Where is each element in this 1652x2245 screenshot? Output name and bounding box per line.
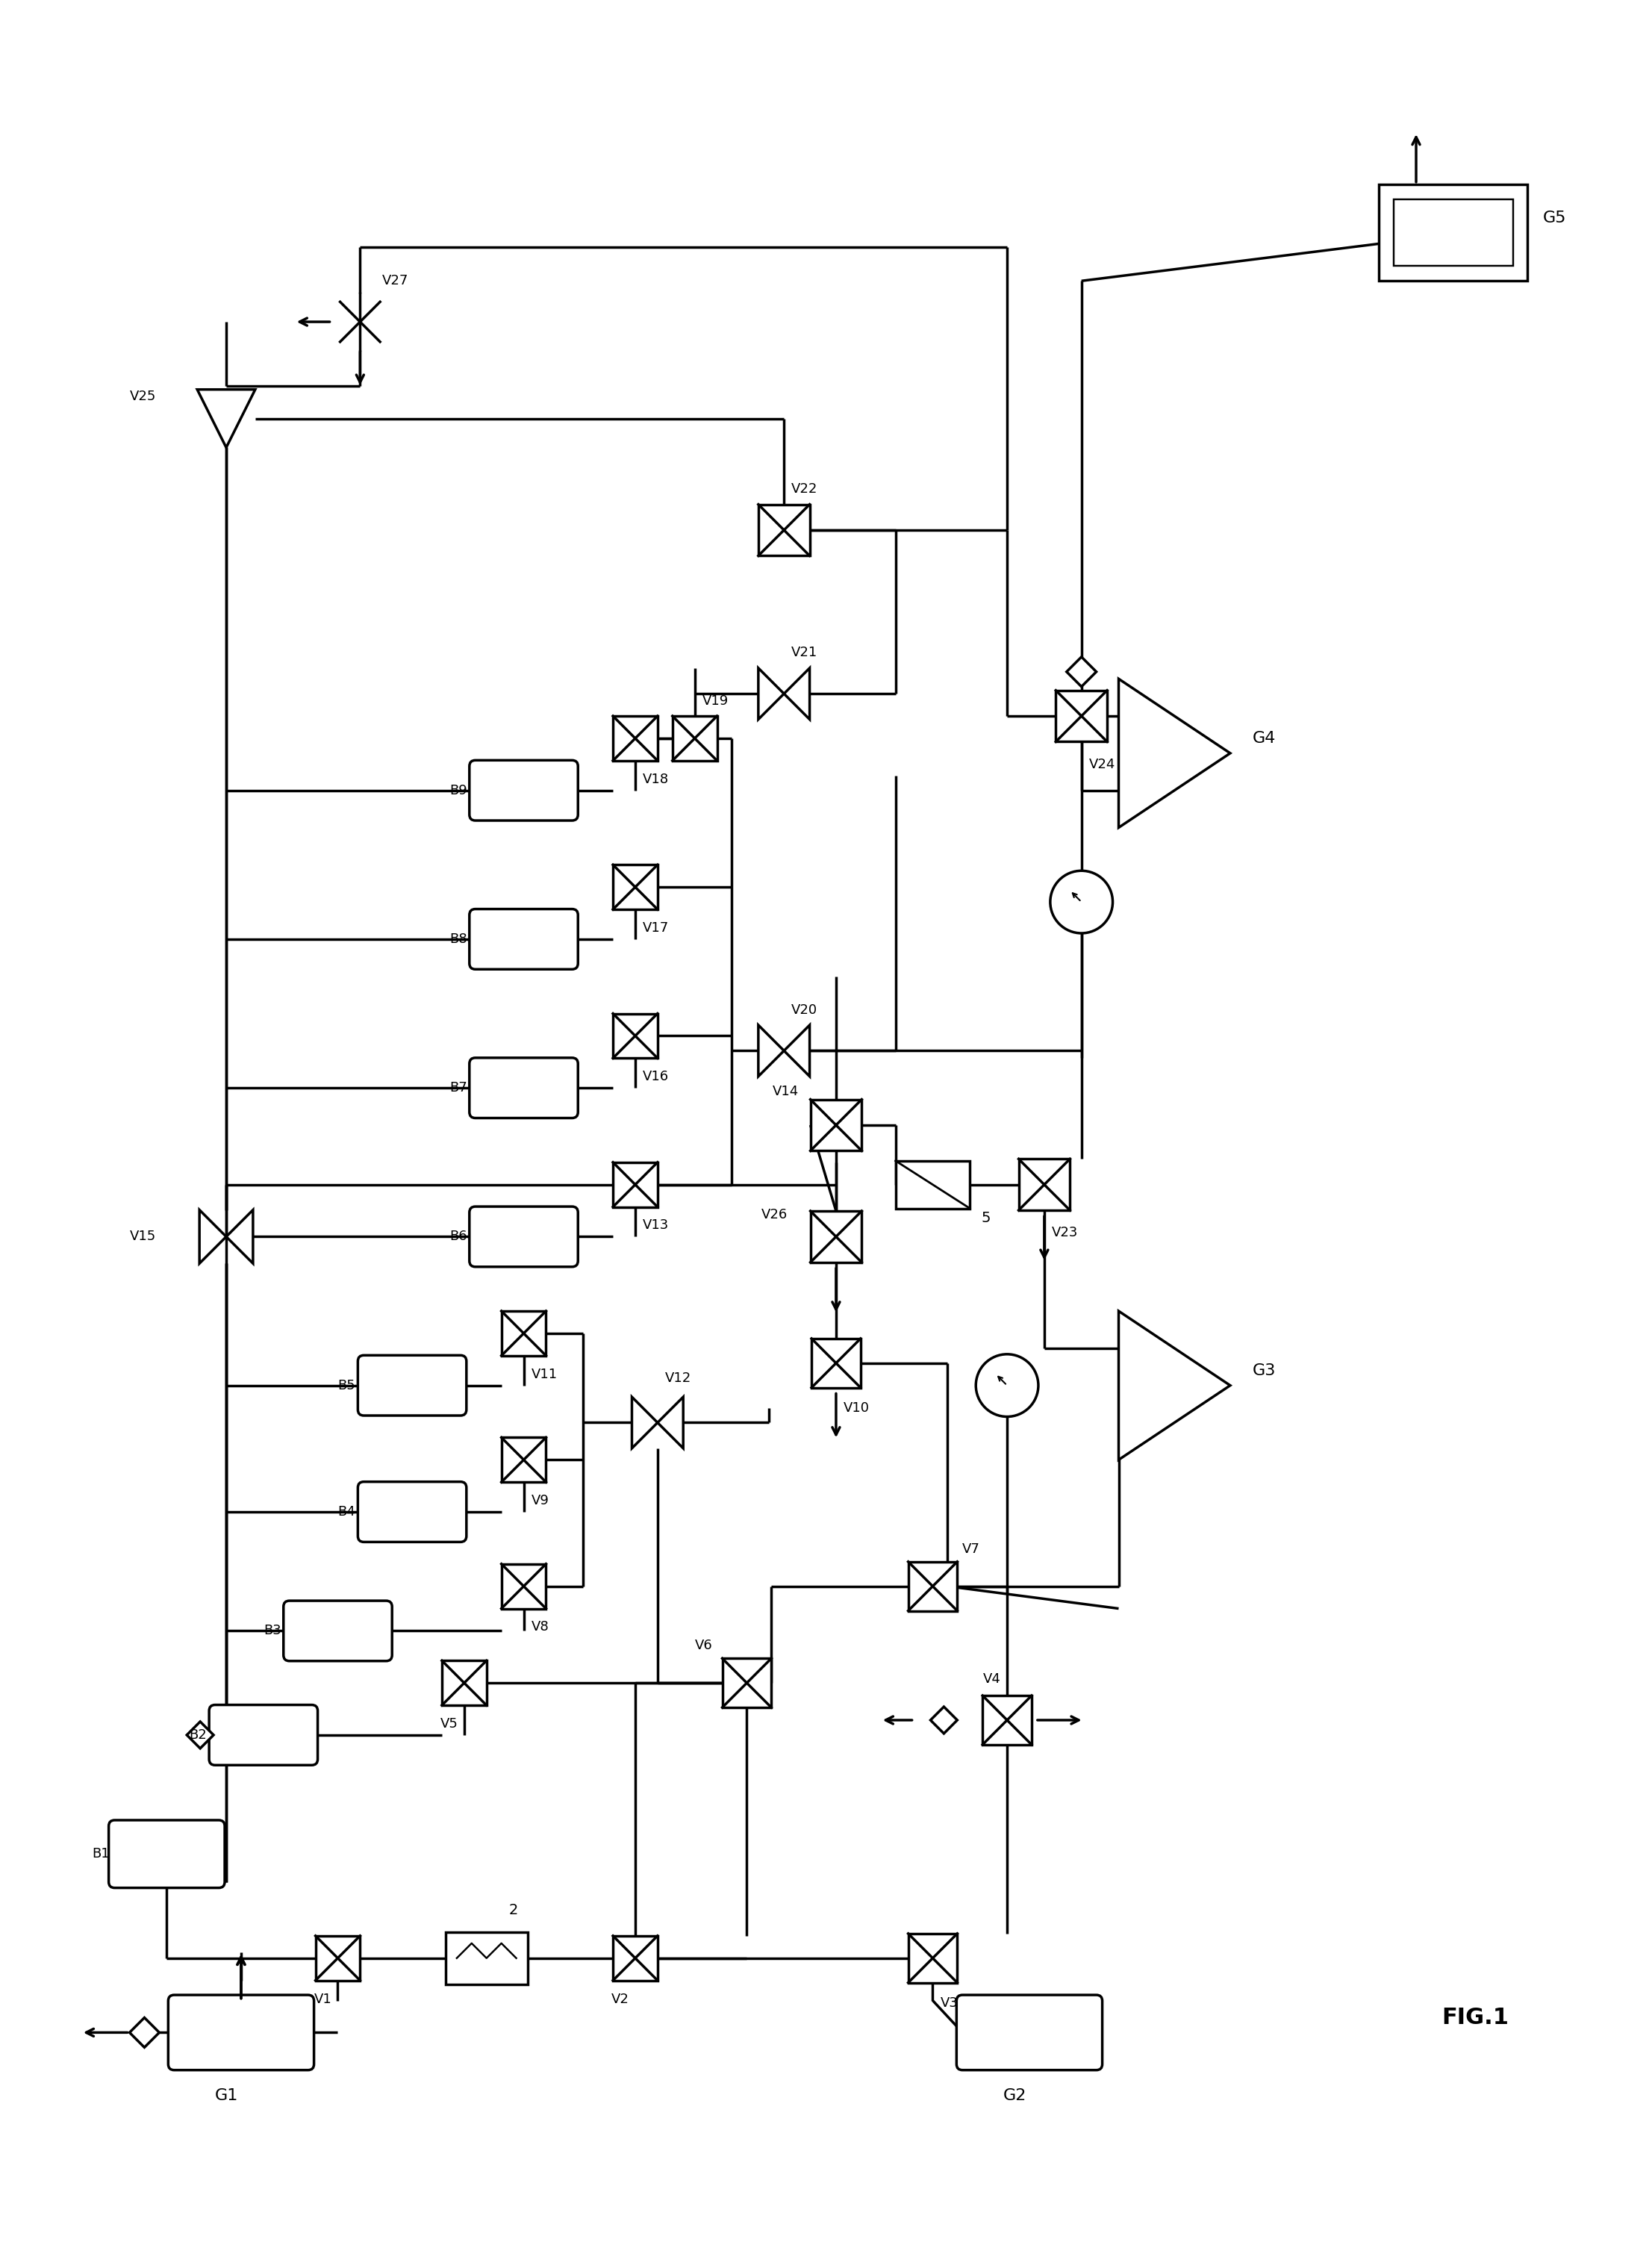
FancyBboxPatch shape — [469, 909, 578, 970]
Text: B4: B4 — [337, 1504, 355, 1518]
Text: V24: V24 — [1089, 757, 1115, 770]
Text: V20: V20 — [791, 1004, 818, 1017]
Text: V26: V26 — [762, 1208, 788, 1221]
Bar — [1056, 691, 1107, 741]
Bar — [909, 1563, 957, 1612]
FancyBboxPatch shape — [358, 1356, 466, 1417]
Text: G2: G2 — [1003, 2088, 1026, 2104]
Text: V14: V14 — [773, 1084, 800, 1098]
Text: G4: G4 — [1252, 732, 1275, 745]
Polygon shape — [226, 1210, 253, 1264]
Bar — [758, 505, 809, 557]
FancyBboxPatch shape — [469, 1057, 578, 1118]
Bar — [1394, 200, 1513, 267]
Text: V1: V1 — [314, 1991, 332, 2005]
Text: V11: V11 — [532, 1367, 557, 1381]
Text: V2: V2 — [611, 1991, 629, 2005]
FancyBboxPatch shape — [284, 1601, 392, 1661]
Bar — [613, 864, 657, 909]
Polygon shape — [200, 1210, 226, 1264]
Bar — [613, 1935, 657, 1980]
Bar — [613, 1012, 657, 1057]
Bar — [672, 716, 717, 761]
Text: V8: V8 — [532, 1621, 548, 1634]
FancyBboxPatch shape — [210, 1704, 317, 1765]
Polygon shape — [1118, 1311, 1231, 1459]
FancyBboxPatch shape — [469, 761, 578, 819]
Text: B9: B9 — [449, 784, 468, 797]
Bar — [613, 1163, 657, 1208]
Text: V9: V9 — [532, 1493, 548, 1506]
Text: V21: V21 — [791, 647, 818, 660]
Bar — [1379, 184, 1528, 281]
Polygon shape — [129, 2018, 159, 2047]
Polygon shape — [758, 1026, 785, 1075]
Polygon shape — [785, 1026, 809, 1075]
Polygon shape — [1118, 678, 1231, 828]
FancyBboxPatch shape — [469, 1206, 578, 1266]
Bar — [983, 1695, 1031, 1744]
Polygon shape — [930, 1706, 957, 1733]
Text: B3: B3 — [263, 1623, 281, 1637]
Text: V7: V7 — [963, 1542, 980, 1556]
Bar — [811, 1210, 862, 1262]
Polygon shape — [657, 1396, 684, 1448]
Text: B8: B8 — [449, 932, 468, 945]
Bar — [1019, 1158, 1070, 1210]
Text: V16: V16 — [643, 1071, 669, 1084]
Text: V12: V12 — [666, 1372, 691, 1385]
Bar — [501, 1311, 547, 1356]
Bar — [446, 1933, 527, 1985]
FancyBboxPatch shape — [109, 1821, 225, 1888]
Polygon shape — [197, 388, 254, 447]
Bar — [811, 1100, 862, 1152]
Text: V22: V22 — [791, 483, 818, 496]
Bar — [501, 1565, 547, 1610]
FancyBboxPatch shape — [358, 1482, 466, 1542]
Text: B6: B6 — [449, 1230, 468, 1244]
Circle shape — [1051, 871, 1113, 934]
Text: V13: V13 — [643, 1219, 669, 1233]
Bar — [811, 1338, 861, 1387]
Text: B1: B1 — [93, 1848, 111, 1861]
Text: 5: 5 — [981, 1210, 991, 1226]
Text: 2: 2 — [509, 1904, 519, 1917]
FancyBboxPatch shape — [169, 1996, 314, 2070]
Bar — [613, 716, 657, 761]
Polygon shape — [758, 669, 785, 718]
Text: V23: V23 — [1052, 1226, 1079, 1239]
Text: V19: V19 — [702, 694, 729, 707]
Polygon shape — [785, 669, 809, 718]
Bar — [895, 1161, 970, 1208]
Text: V18: V18 — [643, 772, 669, 786]
Text: G5: G5 — [1543, 211, 1566, 225]
Polygon shape — [187, 1722, 213, 1749]
Polygon shape — [633, 1396, 657, 1448]
Text: B7: B7 — [449, 1082, 468, 1096]
Text: V5: V5 — [441, 1717, 458, 1731]
Text: V25: V25 — [129, 388, 155, 402]
Text: V10: V10 — [844, 1401, 869, 1414]
Bar — [316, 1935, 360, 1980]
Bar — [441, 1661, 486, 1706]
Text: FIG.1: FIG.1 — [1442, 2007, 1510, 2029]
Text: V15: V15 — [129, 1230, 155, 1244]
Bar — [909, 1933, 957, 1982]
Text: B5: B5 — [337, 1378, 355, 1392]
Text: V27: V27 — [382, 274, 408, 287]
FancyBboxPatch shape — [957, 1996, 1102, 2070]
Bar — [722, 1659, 771, 1708]
Text: G1: G1 — [215, 2088, 238, 2104]
Circle shape — [976, 1354, 1039, 1417]
Text: V17: V17 — [643, 920, 669, 934]
Bar — [501, 1437, 547, 1482]
Text: V4: V4 — [983, 1673, 1001, 1686]
Text: V3: V3 — [940, 1996, 958, 2009]
Text: G3: G3 — [1252, 1363, 1275, 1378]
Text: B2: B2 — [188, 1729, 206, 1742]
Text: V6: V6 — [695, 1639, 712, 1652]
Polygon shape — [1067, 658, 1097, 687]
